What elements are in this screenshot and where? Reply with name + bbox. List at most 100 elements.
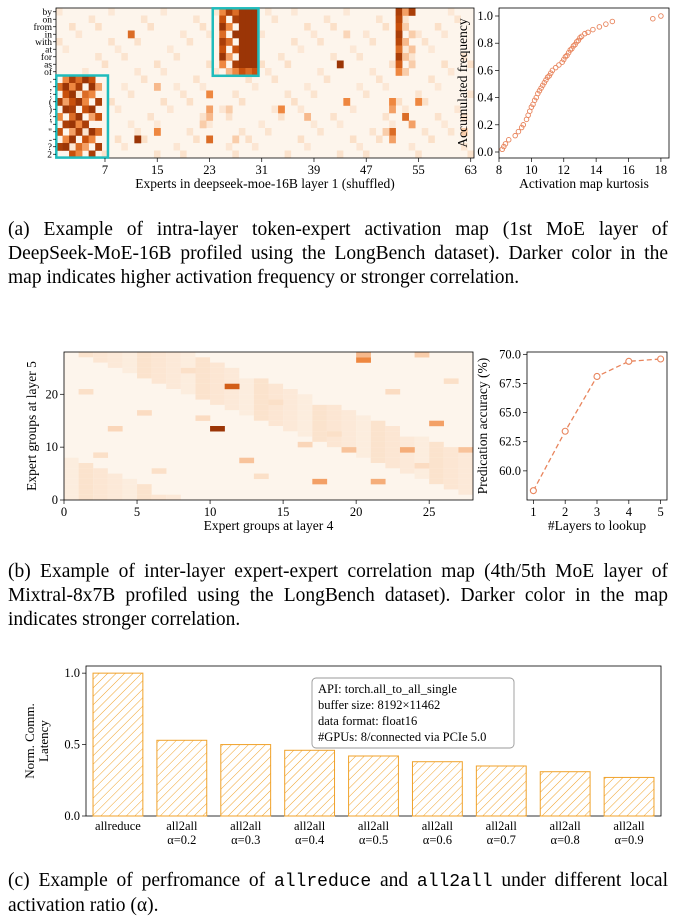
heatmap-b-faint-cell	[78, 484, 94, 490]
heatmap-b-faint-cell	[356, 420, 371, 426]
heatmap-b-faint-cell	[414, 452, 430, 458]
heatmap-a-faint-cell	[212, 68, 220, 76]
heatmap-a-faint-cell	[147, 113, 154, 121]
heatmap-b-faint-cell	[458, 468, 473, 474]
kurtosis-point	[562, 54, 569, 60]
heatmap-b-faint-cell	[78, 463, 94, 469]
heatmap-b-faint-cell	[268, 415, 284, 421]
info-box-line: buffer size: 8192×11462	[318, 698, 440, 712]
heatmap-b-faint-cell	[180, 373, 196, 379]
heatmap-b-faint-cell	[356, 441, 371, 448]
kurtosis-point	[575, 37, 582, 44]
heatmap-a-faint-cell	[356, 53, 363, 61]
heatmap-b-xlabel: Expert groups at layer 4	[204, 518, 334, 533]
heatmap-a-cell	[69, 75, 76, 84]
heatmap-a-faint-cell	[140, 75, 148, 83]
bar-category-alpha: α=0.9	[614, 833, 643, 847]
heatmap-b-faint-cell	[370, 447, 386, 453]
kurtosis-ytick-label: 1.0	[477, 9, 493, 23]
heatmap-a-ytick-label: ,	[50, 83, 52, 93]
heatmap-a-cell	[88, 75, 96, 84]
heatmap-b-faint-cell	[341, 431, 357, 437]
heatmap-a-cell	[95, 128, 103, 136]
accuracy-ytick-label: 70.0	[499, 347, 521, 361]
heatmap-a-faint-cell	[75, 30, 83, 38]
heatmap-a-faint-cell	[193, 75, 200, 83]
heatmap-b-cell	[429, 420, 444, 427]
heatmap-a-xtick-label: 7	[102, 163, 108, 177]
heatmap-a-cell	[238, 68, 246, 76]
heatmap-a-ytick-label: with	[35, 38, 52, 48]
heatmap-b-faint-cell	[458, 457, 473, 463]
heatmap-a-faint-cell	[278, 53, 285, 61]
heatmap-a-faint-cell	[271, 105, 279, 113]
heatmap-b-faint-cell	[93, 478, 108, 485]
heatmap-a-faint-cell	[121, 83, 128, 91]
heatmap-b-faint-cell	[64, 473, 79, 479]
heatmap-a-faint-cell	[160, 8, 168, 16]
heatmap-a-faint-cell	[343, 8, 350, 16]
heatmap-a-faint-cell	[153, 120, 161, 128]
heatmap-b-faint-cell	[78, 352, 94, 358]
heatmap-a-faint-cell	[251, 83, 259, 91]
kurtosis-point	[546, 73, 552, 79]
heatmap-b-cell	[370, 478, 386, 485]
heatmap-a-cell	[75, 150, 83, 159]
heatmap-b-cell	[195, 415, 211, 421]
heatmap-b-faint-cell	[429, 478, 444, 485]
heatmap-a-faint-cell	[173, 83, 181, 91]
heatmap-a-cell	[238, 45, 246, 54]
heatmap-b-faint-cell	[151, 362, 167, 368]
heatmap-a-highlight-box-punct	[55, 74, 110, 159]
accuracy-xtick-label: 3	[594, 505, 600, 519]
bar-category-alpha: α=0.5	[359, 833, 388, 847]
heatmap-b-faint-cell	[356, 426, 371, 432]
heatmap-a-cell	[75, 143, 83, 151]
heatmap-a-faint-cell	[147, 23, 154, 31]
heatmap-a-faint-cell	[369, 128, 377, 136]
heatmap-b-faint-cell	[210, 389, 225, 395]
heatmap-a-cell	[219, 23, 227, 31]
heatmap-a-faint-cell	[415, 90, 422, 98]
heatmap-b-faint-cell	[239, 389, 254, 395]
heatmap-a-faint-cell	[434, 23, 442, 31]
heatmap-a-cell	[238, 53, 246, 61]
heatmap-b-cell	[414, 352, 430, 358]
heatmap-b-faint-cell	[443, 468, 459, 474]
heatmap-a-cell	[88, 83, 96, 91]
heatmap-b-xtick-label: 25	[423, 505, 436, 519]
heatmap-a-faint-cell	[408, 53, 416, 61]
heatmap-a-cell	[225, 105, 233, 114]
heatmap-b-faint-cell	[341, 436, 357, 442]
heatmap-b-faint-cell	[356, 447, 371, 453]
heatmap-b-faint-cell	[385, 457, 400, 463]
heatmap-a-cell	[336, 60, 344, 69]
heatmap-a-faint-cell	[441, 60, 448, 68]
heatmap-b-faint-cell	[195, 373, 211, 379]
heatmap-a-cell	[88, 135, 96, 144]
heatmap-b-faint-cell	[443, 457, 459, 463]
heatmap-b-xtick-label: 0	[61, 505, 67, 519]
heatmap-b-faint-cell	[210, 378, 225, 384]
heatmap-b-ytick-label: 20	[46, 387, 59, 401]
heatmap-b-faint-cell	[210, 373, 225, 379]
heatmap-b-faint-cell	[326, 441, 342, 448]
heatmap-b-faint-cell	[239, 410, 254, 416]
accuracy-xtick-label: 2	[562, 505, 568, 519]
heatmap-a-cell	[245, 38, 253, 46]
heatmap-b-faint-cell	[93, 489, 108, 495]
heatmap-a-ytick-label: of	[44, 67, 53, 78]
heatmap-b-faint-cell	[166, 352, 181, 358]
heatmap-a-faint-cell	[389, 120, 396, 128]
heatmap-a-faint-cell	[232, 90, 239, 98]
heatmap-a-cell	[395, 68, 403, 76]
heatmap-b-xtick-label: 10	[204, 505, 217, 519]
heatmap-a-faint-cell	[434, 83, 442, 91]
heatmap-a-cell	[232, 15, 240, 24]
heatmap-b-faint-cell	[137, 373, 152, 379]
kurtosis-point	[541, 79, 548, 86]
heatmap-b-faint-cell	[137, 367, 152, 374]
heatmap-a-cell	[69, 135, 76, 144]
kurtosis-point	[518, 124, 525, 131]
